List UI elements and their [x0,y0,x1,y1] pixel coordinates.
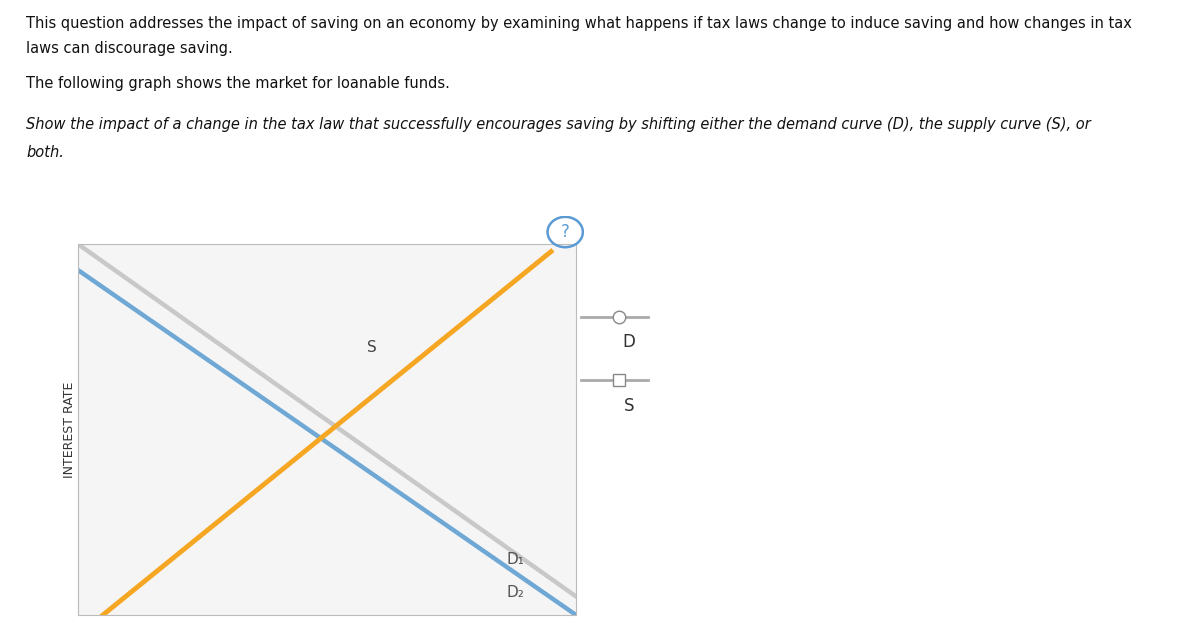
Text: ?: ? [560,223,570,241]
Text: The following graph shows the market for loanable funds.: The following graph shows the market for… [26,76,450,91]
Text: S: S [624,397,634,415]
Text: This question addresses the impact of saving on an economy by examining what hap: This question addresses the impact of sa… [26,16,1133,31]
Text: D₁: D₁ [506,552,524,567]
Y-axis label: INTEREST RATE: INTEREST RATE [64,381,76,478]
Text: Show the impact of a change in the tax law that successfully encourages saving b: Show the impact of a change in the tax l… [26,117,1091,133]
Text: S: S [367,340,377,356]
Text: laws can discourage saving.: laws can discourage saving. [26,41,233,56]
Text: D: D [623,333,635,351]
Text: both.: both. [26,145,65,160]
Text: D₂: D₂ [506,585,524,600]
